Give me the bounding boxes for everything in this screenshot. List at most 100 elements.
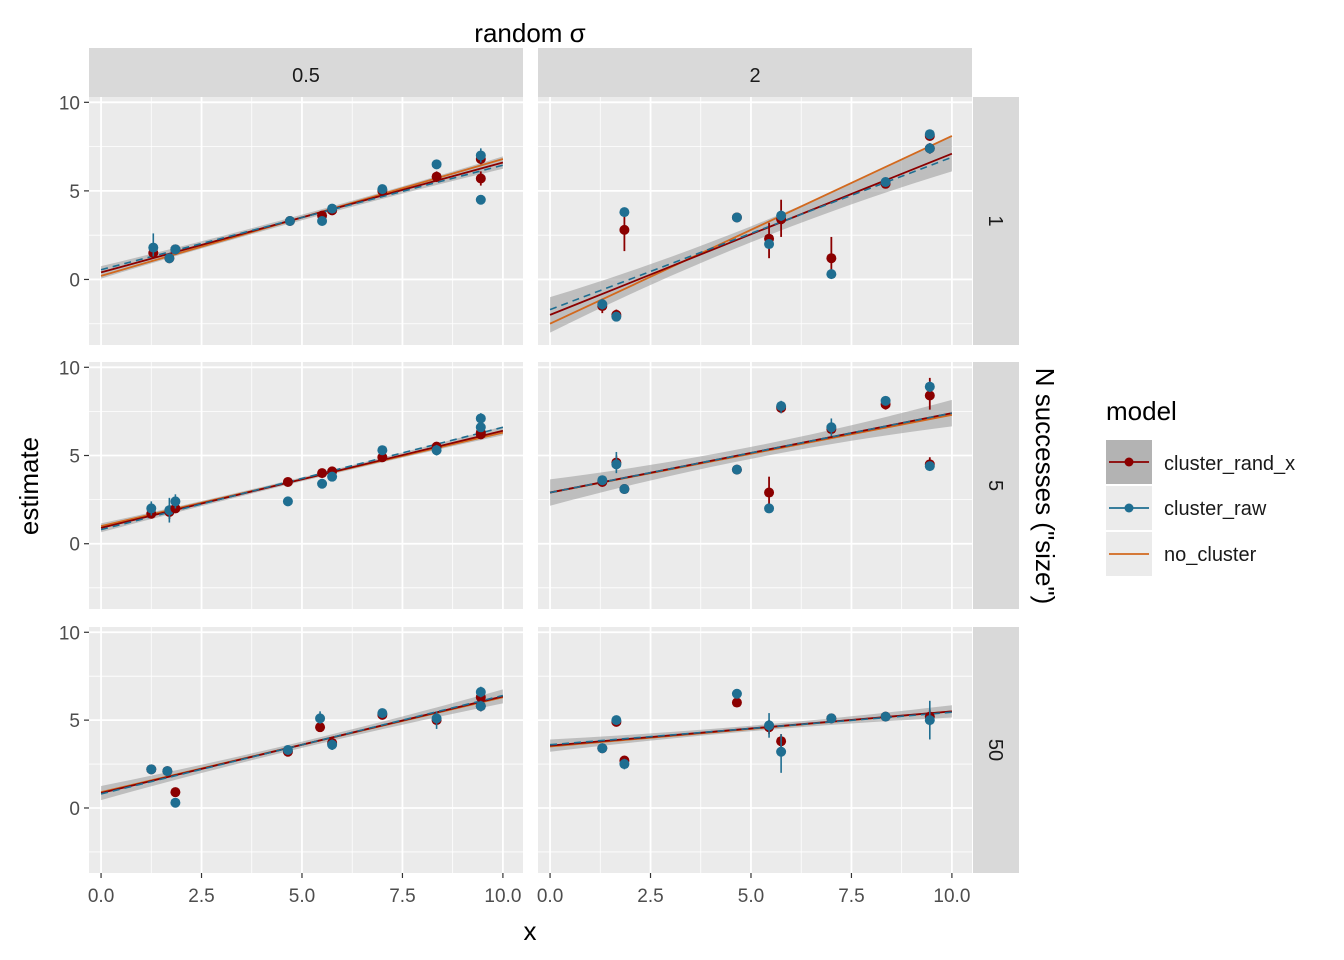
y-tick-label: 10 <box>59 93 80 114</box>
fit-line-cluster-raw <box>100 164 504 271</box>
point-cluster-raw <box>776 746 787 757</box>
point-cluster-rand-x <box>764 487 775 498</box>
point-cluster-raw <box>619 207 630 218</box>
point-cluster-raw <box>597 475 608 486</box>
point-cluster-raw <box>148 242 159 253</box>
col-strip-title: random σ <box>474 18 585 48</box>
point-cluster-raw <box>880 395 891 406</box>
x-axis-label: x <box>524 916 537 946</box>
point-cluster-raw <box>377 184 388 195</box>
legend-title: model <box>1106 396 1177 426</box>
legend-label-no-cluster: no_cluster <box>1164 544 1257 566</box>
y-tick-label: 5 <box>69 711 80 732</box>
legend-key-point <box>1124 503 1134 513</box>
point-cluster-raw <box>924 129 935 140</box>
x-tick-label: 10.0 <box>933 886 970 907</box>
y-tick-label: 0 <box>69 799 80 820</box>
point-cluster-raw <box>611 311 622 322</box>
point-cluster-rand-x <box>475 173 486 184</box>
legend: model cluster_rand_x cluster_raw no_clus… <box>1106 396 1295 576</box>
point-cluster-raw <box>327 203 338 214</box>
x-tick-label: 7.5 <box>838 886 864 907</box>
point-cluster-rand-x <box>282 476 293 487</box>
row-strip-label: 1 <box>984 215 1006 226</box>
panel-bg <box>538 627 972 873</box>
point-cluster-raw <box>764 239 775 250</box>
point-cluster-raw <box>315 713 326 724</box>
point-cluster-rand-x <box>826 253 837 264</box>
point-cluster-raw <box>880 177 891 188</box>
point-cluster-raw <box>431 445 442 456</box>
point-cluster-rand-x <box>924 390 935 401</box>
col-strip-label: 2 <box>749 65 760 87</box>
row-strip-label: 5 <box>984 480 1006 491</box>
point-cluster-raw <box>282 745 293 755</box>
point-cluster-rand-x <box>170 787 181 798</box>
point-cluster-raw <box>284 216 295 226</box>
row-strip-title: N successes ("size") <box>1030 368 1060 605</box>
fit-line-cluster-raw <box>549 412 953 494</box>
point-cluster-raw <box>731 688 742 699</box>
legend-label-cluster-raw: cluster_raw <box>1164 498 1267 520</box>
point-cluster-rand-x <box>731 697 742 708</box>
point-cluster-raw <box>475 422 486 433</box>
point-cluster-raw <box>317 216 328 226</box>
row-strip-1 <box>973 362 1019 609</box>
point-cluster-raw <box>731 464 742 475</box>
y-axis-label: estimate <box>14 437 44 535</box>
point-cluster-raw <box>880 711 891 722</box>
x-tick-label: 7.5 <box>389 886 415 907</box>
panel-bg <box>89 362 523 609</box>
point-cluster-raw <box>170 496 181 507</box>
point-cluster-raw <box>611 459 622 470</box>
point-cluster-raw <box>731 212 742 223</box>
point-cluster-raw <box>170 244 181 255</box>
legend-label-cluster-rand-x: cluster_rand_x <box>1164 453 1295 475</box>
point-cluster-raw <box>924 381 935 392</box>
panel-bg <box>89 97 523 345</box>
point-cluster-raw <box>597 743 608 754</box>
row-strip-2 <box>973 627 1019 873</box>
point-cluster-raw <box>924 715 935 726</box>
point-cluster-raw <box>317 478 328 489</box>
point-cluster-rand-x <box>377 452 388 463</box>
point-cluster-raw <box>431 713 442 724</box>
y-tick-label: 0 <box>69 270 80 291</box>
point-cluster-raw <box>611 715 622 726</box>
row-strip-label: 50 <box>984 739 1006 761</box>
fit-line-cluster-raw <box>100 426 504 531</box>
point-cluster-raw <box>764 503 775 514</box>
y-tick-label: 0 <box>69 535 80 556</box>
point-cluster-raw <box>597 299 608 310</box>
point-cluster-raw <box>776 210 787 221</box>
point-cluster-raw <box>162 766 173 777</box>
x-tick-label: 2.5 <box>637 886 663 907</box>
point-cluster-raw <box>776 401 787 412</box>
point-cluster-raw <box>826 422 837 433</box>
point-cluster-raw <box>475 413 486 424</box>
x-tick-label: 0.0 <box>88 886 114 907</box>
point-cluster-raw <box>475 150 486 161</box>
point-cluster-raw <box>619 759 630 770</box>
point-cluster-raw <box>170 797 181 808</box>
y-tick-label: 10 <box>59 358 80 379</box>
x-tick-label: 5.0 <box>289 886 315 907</box>
point-cluster-raw <box>475 687 486 698</box>
panels-layer: 0.5 2 1 5 50 0 5 10 0 5 10 0 5 10 0.0 2.5 5.0 7.5 10.0 0.0 2… <box>59 48 1019 907</box>
point-cluster-rand-x <box>431 171 442 182</box>
x-tick-label: 2.5 <box>188 886 214 907</box>
y-tick-label: 5 <box>69 182 80 203</box>
x-tick-label: 5.0 <box>738 886 764 907</box>
point-cluster-raw <box>764 720 775 731</box>
point-cluster-raw <box>377 708 388 719</box>
x-tick-label: 10.0 <box>484 886 521 907</box>
point-cluster-raw <box>327 471 338 482</box>
legend-key-point <box>1124 457 1134 467</box>
point-cluster-raw <box>924 461 935 472</box>
panel-bg <box>89 627 523 873</box>
point-cluster-raw <box>475 194 486 205</box>
point-cluster-rand-x <box>317 468 328 479</box>
row-strip-0 <box>973 97 1019 345</box>
point-cluster-raw <box>431 159 442 170</box>
